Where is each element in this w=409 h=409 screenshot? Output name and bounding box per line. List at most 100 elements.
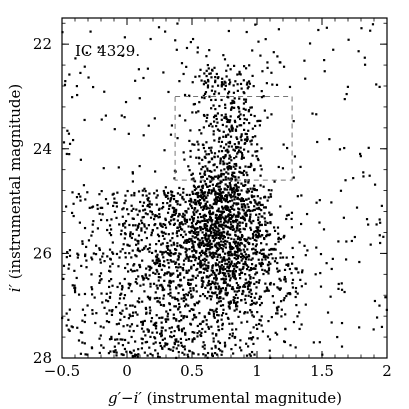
data-point xyxy=(238,117,242,121)
data-point xyxy=(244,239,247,243)
data-point xyxy=(249,277,252,280)
data-point xyxy=(182,345,185,348)
data-point xyxy=(258,229,262,232)
data-point xyxy=(254,264,258,267)
data-point xyxy=(350,239,353,243)
data-point xyxy=(151,354,154,357)
data-point xyxy=(230,145,233,148)
data-point xyxy=(105,299,108,302)
data-point xyxy=(274,257,277,260)
data-point xyxy=(173,341,176,344)
data-point xyxy=(109,233,113,237)
data-point xyxy=(216,263,219,266)
data-point xyxy=(220,314,223,317)
data-point xyxy=(157,216,160,219)
data-point xyxy=(228,303,231,306)
data-point xyxy=(196,140,199,143)
data-point xyxy=(217,297,220,300)
data-point xyxy=(123,222,126,225)
data-point xyxy=(194,316,198,319)
data-point xyxy=(166,194,169,197)
data-point xyxy=(217,243,220,246)
data-point xyxy=(189,149,192,153)
data-point xyxy=(224,106,227,109)
data-point xyxy=(245,67,248,70)
data-point xyxy=(258,213,261,216)
data-point xyxy=(247,280,250,283)
data-point xyxy=(242,209,245,212)
data-point xyxy=(225,171,228,174)
data-point xyxy=(222,227,225,230)
data-point xyxy=(206,255,209,258)
data-point xyxy=(288,292,292,295)
data-point xyxy=(325,262,328,265)
data-point xyxy=(267,319,270,323)
data-point xyxy=(93,296,96,299)
data-point xyxy=(303,59,306,62)
data-point xyxy=(209,234,212,237)
data-point xyxy=(230,260,233,263)
data-point xyxy=(216,216,219,220)
data-point xyxy=(264,258,267,261)
data-point xyxy=(111,252,115,255)
data-point xyxy=(222,278,225,281)
data-point xyxy=(230,252,233,256)
data-point xyxy=(343,290,346,294)
data-point xyxy=(228,279,232,282)
data-point xyxy=(214,309,217,312)
data-point xyxy=(182,293,185,297)
data-point xyxy=(298,241,301,244)
data-point xyxy=(233,275,236,279)
data-point xyxy=(217,174,220,177)
data-point xyxy=(198,242,201,245)
data-point xyxy=(233,149,236,152)
data-point xyxy=(221,82,224,85)
data-point xyxy=(188,350,191,353)
data-point xyxy=(243,244,246,247)
data-point xyxy=(236,256,240,259)
data-point xyxy=(183,218,186,222)
data-point xyxy=(218,104,221,108)
data-point xyxy=(202,126,205,129)
data-point xyxy=(186,353,189,356)
data-point xyxy=(235,254,238,257)
data-point xyxy=(304,77,307,80)
data-point xyxy=(221,210,224,213)
data-point xyxy=(224,262,227,265)
data-point xyxy=(246,256,249,259)
data-point xyxy=(192,248,196,251)
data-point xyxy=(102,167,105,170)
data-point xyxy=(250,139,253,142)
data-point xyxy=(110,313,114,317)
data-point xyxy=(195,284,198,287)
data-point xyxy=(368,174,371,177)
data-point xyxy=(369,29,372,32)
data-point xyxy=(136,226,139,229)
data-point xyxy=(162,205,165,209)
data-point xyxy=(226,283,229,286)
data-point xyxy=(253,199,256,202)
data-point xyxy=(192,219,195,222)
data-point xyxy=(253,114,256,118)
data-point xyxy=(237,151,240,154)
data-point xyxy=(158,284,161,287)
data-point xyxy=(190,293,193,296)
data-point xyxy=(156,233,160,236)
data-point xyxy=(195,290,198,293)
data-point xyxy=(194,192,197,195)
data-point xyxy=(154,213,157,217)
data-point xyxy=(221,287,225,290)
data-point xyxy=(171,232,174,235)
data-point xyxy=(196,193,199,196)
data-point xyxy=(68,153,71,156)
data-point xyxy=(378,218,381,221)
data-point xyxy=(209,72,212,75)
data-point xyxy=(222,237,225,240)
data-point xyxy=(205,74,208,78)
data-point xyxy=(239,113,242,116)
data-point xyxy=(101,213,104,216)
data-point xyxy=(246,81,249,84)
data-point xyxy=(264,254,267,257)
data-point xyxy=(227,150,230,153)
data-point xyxy=(210,189,213,192)
